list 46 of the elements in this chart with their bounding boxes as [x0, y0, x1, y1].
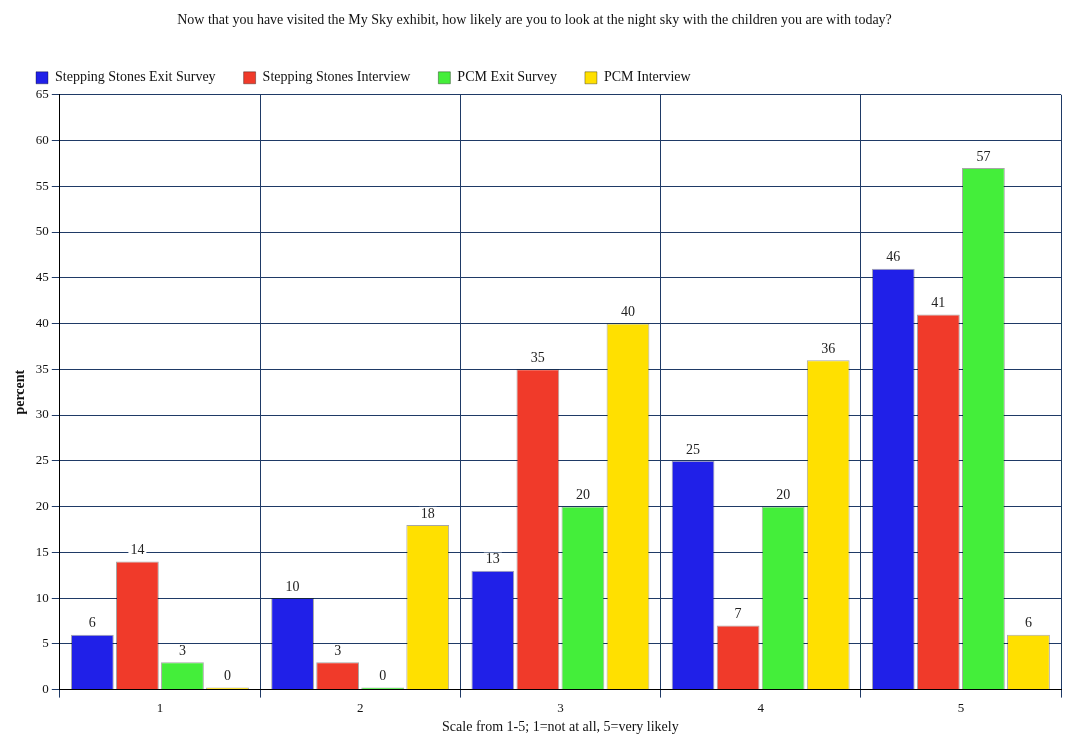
- x-tick-label: 1: [156, 699, 164, 715]
- data-label: 18: [420, 505, 435, 521]
- x-tick-label: 3: [557, 699, 564, 715]
- data-label: 41: [931, 295, 946, 311]
- data-label: 13: [485, 551, 500, 567]
- data-label: 3: [178, 642, 186, 658]
- chart-title: Now that you have visited the My Sky exhibit, how likely are you to look at the night sky with the children you are with today?: [177, 12, 892, 28]
- y-tick-label: 35: [35, 360, 49, 376]
- data-label: 3: [334, 642, 342, 658]
- y-tick-label: 55: [35, 177, 49, 193]
- y-tick-label: 30: [35, 406, 49, 422]
- y-tick-label: 40: [35, 314, 49, 330]
- data-label: 6: [1024, 615, 1032, 631]
- data-label: 14: [130, 542, 145, 558]
- legend-label: PCM Interview: [603, 69, 692, 85]
- y-tick-label: 50: [35, 223, 49, 239]
- data-label: 7: [734, 606, 742, 622]
- data-label: 0: [224, 668, 231, 684]
- y-tick-label: 65: [35, 86, 49, 102]
- y-tick-label: 45: [35, 269, 49, 285]
- x-axis-title: Scale from 1-5; 1=not at all, 5=very likely: [442, 719, 679, 735]
- y-tick-label: 0: [42, 681, 49, 697]
- y-tick-label: 25: [35, 452, 49, 468]
- data-label: 20: [776, 487, 791, 503]
- legend-label: Stepping Stones Interview: [262, 69, 412, 85]
- data-label: 57: [976, 148, 991, 164]
- data-label: 46: [886, 249, 901, 265]
- y-tick-label: 15: [35, 543, 49, 559]
- data-label: 10: [285, 578, 300, 594]
- x-tick-label: 2: [356, 699, 364, 715]
- legend-label: PCM Exit Survey: [457, 69, 557, 85]
- y-tick-label: 20: [35, 498, 49, 514]
- legend-label: Stepping Stones Exit Survey: [55, 69, 216, 85]
- data-label: 40: [620, 304, 635, 320]
- y-tick-label: 60: [35, 131, 49, 147]
- data-label: 25: [686, 441, 701, 457]
- y-tick-label: 10: [35, 589, 49, 605]
- data-label: 0: [379, 668, 387, 684]
- data-label: 20: [575, 487, 590, 503]
- x-tick-label: 5: [957, 699, 965, 715]
- y-axis-title: percent: [12, 369, 28, 415]
- data-label: 6: [88, 615, 96, 631]
- data-label: 36: [821, 340, 836, 356]
- data-label: 35: [530, 349, 545, 365]
- x-tick-label: 4: [757, 699, 765, 715]
- y-tick-label: 5: [42, 635, 49, 651]
